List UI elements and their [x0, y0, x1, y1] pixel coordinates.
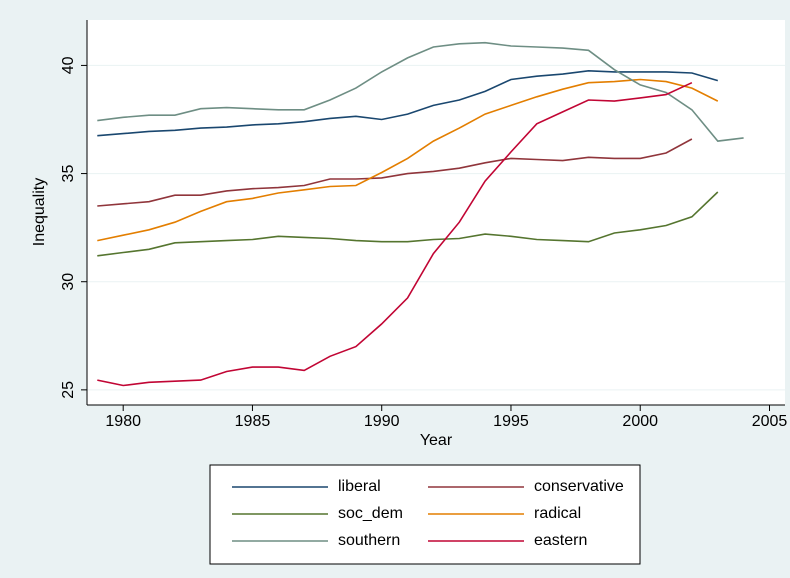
plot-area	[87, 20, 785, 405]
x-tick-label: 1980	[105, 413, 141, 430]
x-tick-label: 2005	[752, 413, 788, 430]
y-tick-label: 25	[60, 381, 77, 399]
x-axis-label: Year	[420, 432, 453, 449]
legend-label: soc_dem	[338, 505, 403, 522]
legend-label: eastern	[534, 532, 587, 549]
y-tick-label: 35	[60, 165, 77, 183]
legend-label: conservative	[534, 478, 624, 495]
series-line	[97, 191, 719, 257]
y-tick-label: 40	[60, 56, 77, 74]
series-line	[97, 69, 719, 137]
series-line	[97, 41, 744, 142]
legend-label: liberal	[338, 478, 381, 495]
x-tick-label: 1990	[364, 413, 400, 430]
series-line	[97, 78, 719, 242]
legend-label: southern	[338, 532, 400, 549]
y-axis-label: Inequality	[31, 178, 48, 247]
x-tick-label: 1995	[493, 413, 529, 430]
y-tick-label: 30	[60, 273, 77, 291]
legend-label: radical	[534, 505, 581, 522]
series-line	[97, 81, 693, 387]
series-line	[97, 138, 693, 207]
x-tick-label: 1985	[235, 413, 271, 430]
x-tick-label: 2000	[622, 413, 658, 430]
